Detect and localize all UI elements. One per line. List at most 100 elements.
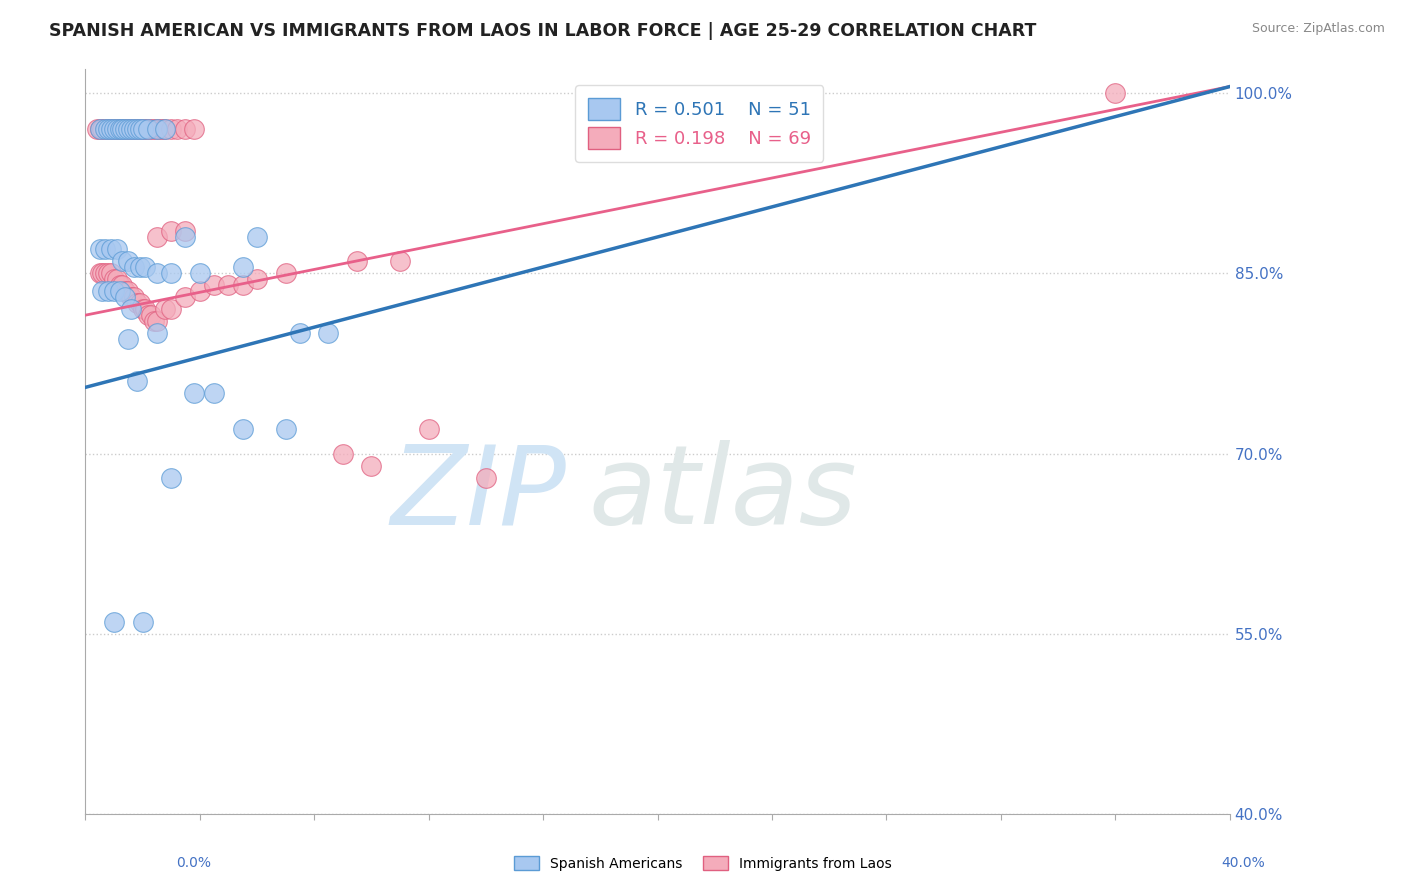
Point bbox=[94, 121, 117, 136]
Point bbox=[160, 224, 183, 238]
Point bbox=[139, 308, 162, 322]
Point bbox=[100, 121, 122, 136]
Point bbox=[103, 121, 125, 136]
Text: 0.0%: 0.0% bbox=[176, 855, 211, 870]
Point bbox=[94, 121, 117, 136]
Point bbox=[111, 278, 134, 293]
Point bbox=[232, 422, 254, 436]
Point bbox=[274, 422, 297, 436]
Point bbox=[128, 121, 150, 136]
Point bbox=[108, 278, 131, 293]
Legend: R = 0.501    N = 51, R = 0.198    N = 69: R = 0.501 N = 51, R = 0.198 N = 69 bbox=[575, 85, 824, 161]
Point bbox=[146, 326, 169, 341]
Point bbox=[94, 266, 117, 280]
Point bbox=[360, 458, 382, 473]
Point bbox=[117, 332, 139, 346]
Point bbox=[246, 272, 269, 286]
Point bbox=[146, 314, 169, 328]
Point bbox=[91, 266, 114, 280]
Point bbox=[143, 314, 166, 328]
Point bbox=[128, 260, 150, 274]
Point bbox=[232, 278, 254, 293]
Point bbox=[108, 121, 131, 136]
Point bbox=[134, 121, 156, 136]
Point bbox=[120, 302, 142, 317]
Point bbox=[155, 121, 177, 136]
Point bbox=[103, 121, 125, 136]
Point bbox=[160, 302, 183, 317]
Point bbox=[89, 242, 111, 256]
Point bbox=[108, 284, 131, 298]
Point bbox=[1104, 86, 1126, 100]
Point bbox=[111, 121, 134, 136]
Point bbox=[103, 272, 125, 286]
Point bbox=[122, 121, 145, 136]
Point bbox=[89, 266, 111, 280]
Point bbox=[91, 284, 114, 298]
Point bbox=[149, 121, 172, 136]
Point bbox=[136, 121, 159, 136]
Point bbox=[152, 121, 174, 136]
Point bbox=[122, 121, 145, 136]
Point bbox=[188, 284, 211, 298]
Point bbox=[111, 121, 134, 136]
Point bbox=[183, 121, 205, 136]
Point bbox=[100, 266, 122, 280]
Point bbox=[217, 278, 239, 293]
Point bbox=[103, 615, 125, 629]
Point bbox=[166, 121, 188, 136]
Point bbox=[131, 121, 153, 136]
Point bbox=[128, 296, 150, 310]
Point bbox=[105, 272, 128, 286]
Point bbox=[134, 302, 156, 317]
Point bbox=[155, 302, 177, 317]
Point bbox=[183, 386, 205, 401]
Point bbox=[346, 254, 368, 268]
Point bbox=[91, 121, 114, 136]
Point bbox=[111, 254, 134, 268]
Point bbox=[318, 326, 340, 341]
Point bbox=[202, 278, 225, 293]
Point bbox=[89, 121, 111, 136]
Point bbox=[97, 121, 120, 136]
Point bbox=[288, 326, 311, 341]
Point bbox=[131, 121, 153, 136]
Point bbox=[188, 266, 211, 280]
Point bbox=[128, 121, 150, 136]
Text: 40.0%: 40.0% bbox=[1222, 855, 1265, 870]
Point bbox=[100, 121, 122, 136]
Point bbox=[125, 296, 148, 310]
Point bbox=[86, 121, 108, 136]
Point bbox=[139, 121, 162, 136]
Point bbox=[232, 260, 254, 274]
Point bbox=[108, 121, 131, 136]
Point bbox=[117, 284, 139, 298]
Point bbox=[114, 290, 136, 304]
Point bbox=[389, 254, 412, 268]
Point bbox=[125, 121, 148, 136]
Point bbox=[131, 302, 153, 317]
Point bbox=[418, 422, 440, 436]
Point bbox=[136, 308, 159, 322]
Point bbox=[174, 224, 197, 238]
Point bbox=[103, 284, 125, 298]
Point bbox=[146, 121, 169, 136]
Text: SPANISH AMERICAN VS IMMIGRANTS FROM LAOS IN LABOR FORCE | AGE 25-29 CORRELATION : SPANISH AMERICAN VS IMMIGRANTS FROM LAOS… bbox=[49, 22, 1036, 40]
Point bbox=[114, 121, 136, 136]
Point bbox=[94, 242, 117, 256]
Point bbox=[120, 121, 142, 136]
Text: ZIP: ZIP bbox=[389, 441, 567, 547]
Point bbox=[125, 121, 148, 136]
Point bbox=[89, 121, 111, 136]
Point bbox=[120, 121, 142, 136]
Point bbox=[160, 121, 183, 136]
Point bbox=[97, 121, 120, 136]
Point bbox=[105, 121, 128, 136]
Point bbox=[97, 266, 120, 280]
Point bbox=[117, 121, 139, 136]
Point bbox=[117, 254, 139, 268]
Point bbox=[125, 375, 148, 389]
Point bbox=[134, 260, 156, 274]
Point bbox=[105, 121, 128, 136]
Point bbox=[475, 470, 498, 484]
